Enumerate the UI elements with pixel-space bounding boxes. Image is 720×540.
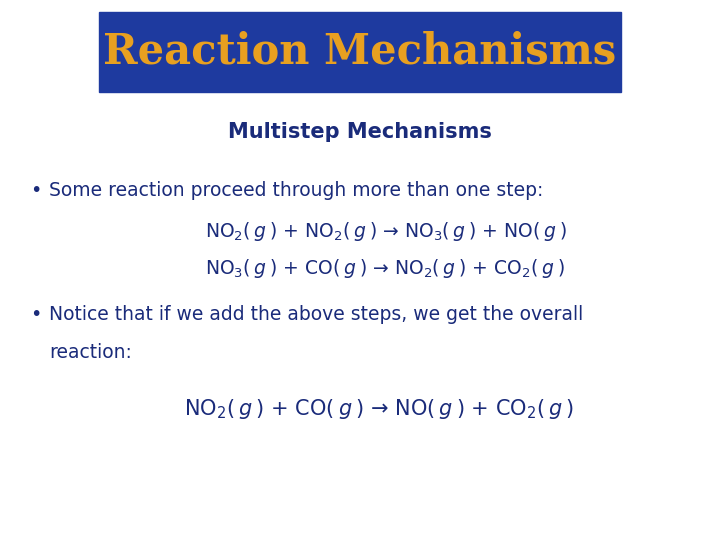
Text: •: • — [30, 180, 42, 200]
FancyBboxPatch shape — [99, 12, 621, 92]
Text: NO$_2$( $g$ ) + CO( $g$ ) → NO( $g$ ) + CO$_2$( $g$ ): NO$_2$( $g$ ) + CO( $g$ ) → NO( $g$ ) + … — [184, 397, 574, 421]
Text: Notice that if we add the above steps, we get the overall: Notice that if we add the above steps, w… — [49, 305, 583, 324]
Text: Reaction Mechanisms: Reaction Mechanisms — [104, 31, 616, 73]
Text: NO$_3$( $g$ ) + CO( $g$ ) → NO$_2$( $g$ ) + CO$_2$( $g$ ): NO$_3$( $g$ ) + CO( $g$ ) → NO$_2$( $g$ … — [205, 258, 565, 280]
Text: Some reaction proceed through more than one step:: Some reaction proceed through more than … — [49, 180, 544, 200]
Text: •: • — [30, 305, 42, 324]
Text: reaction:: reaction: — [49, 342, 132, 362]
Text: NO$_2$( $g$ ) + NO$_2$( $g$ ) → NO$_3$( $g$ ) + NO( $g$ ): NO$_2$( $g$ ) + NO$_2$( $g$ ) → NO$_3$( … — [205, 220, 567, 242]
Text: Multistep Mechanisms: Multistep Mechanisms — [228, 122, 492, 143]
